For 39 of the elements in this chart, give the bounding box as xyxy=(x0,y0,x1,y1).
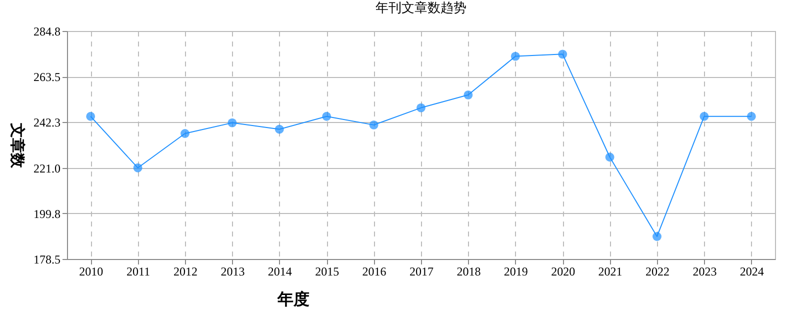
point xyxy=(86,112,96,121)
y-axis-title: 文章数 xyxy=(8,122,26,169)
x-tick-label: 2014 xyxy=(268,264,292,278)
point xyxy=(558,50,568,59)
x-tick-label: 2013 xyxy=(220,264,245,278)
x-tick-label: 2021 xyxy=(598,264,622,278)
point xyxy=(180,129,190,138)
point xyxy=(605,152,614,162)
x-tick-label: 2010 xyxy=(79,264,104,278)
x-tick-label: 2016 xyxy=(362,264,386,278)
x-tick-label: 2011 xyxy=(126,264,150,278)
x-tick-label: 2020 xyxy=(551,264,576,278)
point xyxy=(510,52,520,61)
x-tick-label: 2023 xyxy=(692,264,717,278)
x-tick-label: 2015 xyxy=(315,264,340,278)
point xyxy=(700,112,709,121)
point xyxy=(464,90,473,100)
chart-title: 年刊文章数趋势 xyxy=(376,0,466,15)
point xyxy=(322,112,332,121)
point xyxy=(274,124,284,134)
point xyxy=(369,120,378,130)
point xyxy=(228,118,237,128)
y-tick-label: 242.3 xyxy=(34,116,60,130)
x-tick-label: 2022 xyxy=(646,264,670,278)
point xyxy=(652,232,662,241)
x-tick-label: 2017 xyxy=(410,264,434,278)
y-tick-label: 263.5 xyxy=(34,70,60,84)
x-tick-label: 2012 xyxy=(174,264,198,278)
y-tick-label: 284.8 xyxy=(34,24,60,38)
point xyxy=(416,103,426,112)
x-tick-label: 2018 xyxy=(456,264,481,278)
y-tick-label: 178.5 xyxy=(34,252,60,266)
y-tick-label: 199.8 xyxy=(34,206,60,221)
point xyxy=(133,163,142,172)
point xyxy=(746,112,756,121)
x-axis-title: 年度 xyxy=(276,290,310,308)
y-tick-label: 221.0 xyxy=(34,161,60,176)
x-tick-label: 2019 xyxy=(504,264,528,278)
x-tick-label: 2024 xyxy=(740,264,764,278)
